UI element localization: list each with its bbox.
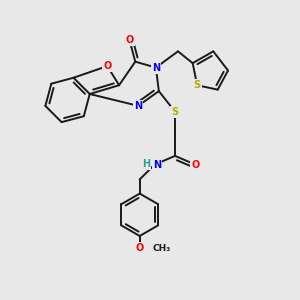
Text: O: O — [125, 34, 134, 45]
Text: S: S — [194, 80, 201, 90]
Text: S: S — [172, 107, 178, 117]
Text: O: O — [103, 61, 111, 71]
Text: H: H — [142, 159, 150, 169]
Text: O: O — [136, 243, 144, 253]
Text: N: N — [153, 160, 161, 170]
Text: N: N — [152, 63, 160, 73]
Text: O: O — [191, 160, 200, 170]
Text: CH₃: CH₃ — [152, 244, 170, 253]
Text: N: N — [134, 101, 142, 111]
